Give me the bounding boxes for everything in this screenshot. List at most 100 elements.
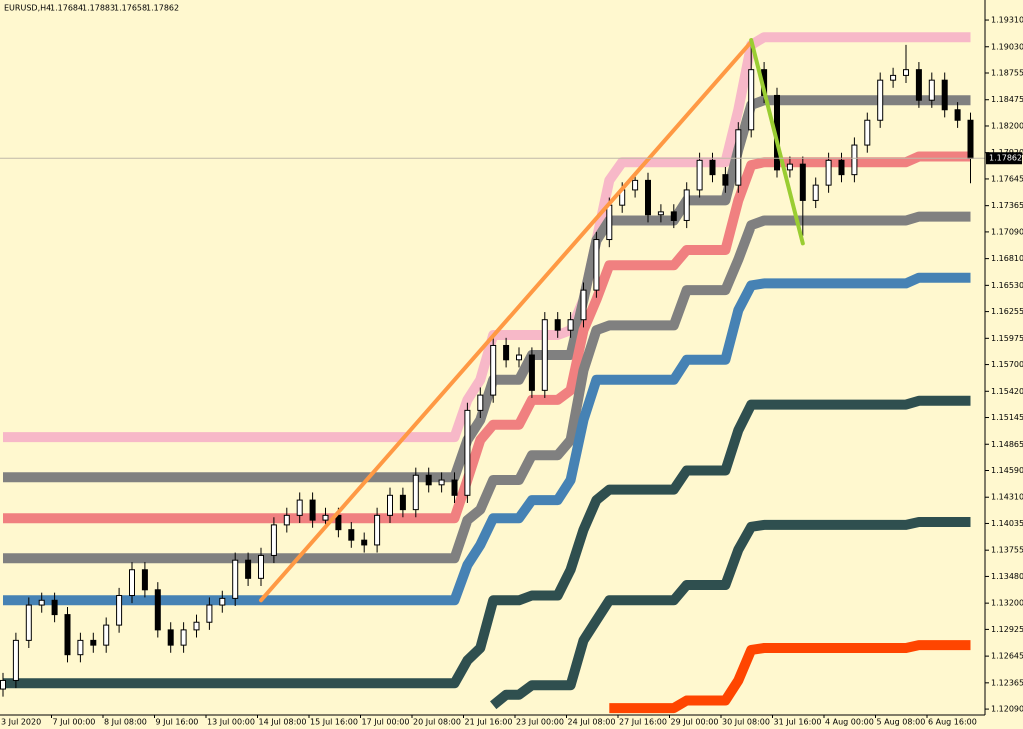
symbol-title: EURUSD,H4	[4, 4, 51, 13]
candle-body	[245, 559, 252, 579]
x-tick-label: 15 Jul 16:00	[310, 718, 358, 727]
y-tick-label: 1.16810	[991, 254, 1023, 263]
ohlc-close: 1.17862	[146, 4, 179, 13]
y-tick-label: 1.14590	[991, 466, 1023, 475]
candle-body	[322, 514, 329, 521]
candle-body	[464, 409, 471, 496]
candle-body	[580, 289, 587, 321]
y-tick-label: 1.15145	[991, 413, 1023, 422]
candle-body	[709, 159, 716, 176]
candle-body	[0, 679, 6, 690]
x-tick-label: 5 Aug 08:00	[877, 718, 926, 727]
x-tick-label: 27 Jul 16:00	[619, 718, 667, 727]
candle-body	[632, 179, 639, 191]
y-tick-label: 1.14865	[991, 440, 1023, 449]
candle-body	[167, 629, 174, 646]
candle-body	[361, 539, 368, 546]
candle-body	[670, 211, 677, 221]
last-price-box	[986, 152, 1022, 165]
y-tick-label: 1.14035	[991, 519, 1023, 528]
candle-body	[25, 604, 32, 641]
candle-body	[451, 479, 458, 496]
ohlc-high: 1.17883	[82, 4, 115, 13]
candle-body	[941, 79, 948, 111]
candle-body	[141, 569, 148, 591]
y-tick-label: 1.19310	[991, 16, 1023, 25]
candle-body	[928, 79, 935, 101]
y-tick-label: 1.14310	[991, 493, 1023, 502]
candle-body	[387, 494, 393, 516]
band-line	[3, 272, 971, 606]
candle-body	[903, 69, 909, 76]
axes: 1.193101.190301.187551.184751.182001.179…	[1, 16, 1023, 727]
candle-body	[129, 569, 135, 597]
x-tick-label: 13 Jul 00:00	[207, 718, 255, 727]
y-tick-label: 1.15975	[991, 334, 1023, 343]
candle-body	[890, 74, 897, 81]
band-line	[3, 32, 971, 443]
candle-body	[348, 529, 355, 541]
band-line	[3, 151, 971, 524]
candle-body	[825, 159, 832, 186]
candle-body	[696, 159, 703, 191]
candle-body	[399, 494, 406, 511]
candle-body	[915, 69, 922, 101]
x-tick-label: 14 Jul 08:00	[259, 718, 307, 727]
candle-body	[438, 479, 445, 486]
candle-body	[541, 319, 548, 391]
candle-body	[490, 344, 497, 396]
candle-body	[425, 474, 432, 486]
candle-body	[258, 554, 264, 579]
x-tick-label: 23 Jul 00:00	[516, 718, 564, 727]
candle-body	[77, 639, 84, 656]
y-tick-label: 1.13200	[991, 599, 1023, 608]
candle-body	[103, 624, 110, 646]
candle-body	[51, 599, 58, 616]
x-tick-label: 29 Jul 00:00	[671, 718, 719, 727]
candle-body	[516, 354, 522, 361]
x-tick-label: 24 Jul 08:00	[568, 718, 616, 727]
candle-body	[748, 69, 755, 131]
y-tick-label: 1.15420	[991, 387, 1023, 396]
x-tick-label: 4 Aug 00:00	[825, 718, 874, 727]
candle-body	[657, 211, 664, 216]
ohlc-low: 1.17658	[114, 4, 147, 13]
candle-body	[877, 79, 884, 121]
candles	[0, 44, 974, 697]
candle-body	[528, 354, 535, 391]
candle-body	[193, 621, 200, 631]
candle-body	[206, 604, 213, 623]
candle-body	[477, 394, 484, 411]
x-tick-label: 7 Jul 00:00	[53, 718, 96, 727]
trendline	[749, 38, 805, 246]
candle-body	[180, 629, 187, 646]
y-tick-label: 1.12365	[991, 678, 1023, 687]
y-tick-label: 1.18200	[991, 121, 1023, 130]
candle-body	[232, 559, 239, 599]
candle-body	[116, 595, 123, 626]
candle-body	[503, 344, 510, 361]
candle-body	[864, 119, 871, 146]
last-price-label: 1.17862	[989, 154, 1022, 163]
candle-body	[335, 514, 342, 531]
candle-body	[683, 189, 690, 221]
candle-body	[812, 184, 819, 201]
y-tick-label: 1.12090	[991, 705, 1023, 714]
x-tick-label: 9 Jul 16:00	[156, 718, 199, 727]
candle-body	[154, 589, 161, 631]
x-tick-label: 6 Aug 16:00	[928, 718, 977, 727]
candle-body	[851, 144, 858, 176]
candle-body	[90, 639, 97, 646]
y-tick-label: 1.17365	[991, 201, 1023, 210]
x-tick-label: 21 Jul 16:00	[465, 718, 513, 727]
candle-body	[606, 204, 613, 241]
candle-body	[735, 129, 742, 186]
candle-body	[412, 474, 419, 511]
candle-body	[967, 119, 974, 159]
x-tick-label: 8 Jul 08:00	[104, 718, 147, 727]
band-line	[3, 211, 971, 564]
candle-body	[567, 319, 574, 331]
candle-body	[838, 159, 845, 176]
